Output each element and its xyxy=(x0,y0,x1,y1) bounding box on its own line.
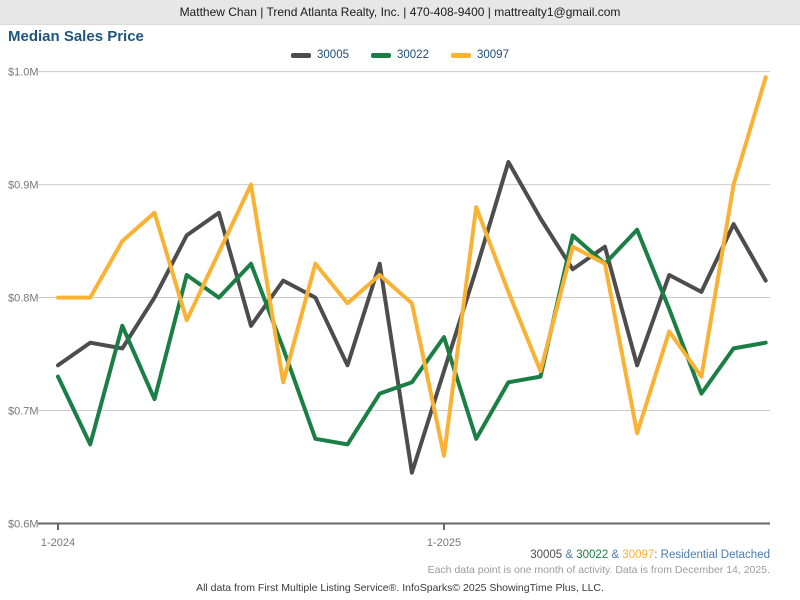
y-axis-tick-label: $0.6M xyxy=(8,519,39,531)
attribution-zip-30022: 30022 xyxy=(576,549,609,561)
copyright-note: All data from First Multiple Listing Ser… xyxy=(196,582,604,594)
attribution-zip-30005: 30005 xyxy=(530,549,563,561)
legend-swatch-30022 xyxy=(371,52,391,58)
attribution-zip-30097: 30097 xyxy=(622,549,655,561)
legend-item-30005[interactable]: 30005 xyxy=(291,49,349,61)
y-axis-tick-label: $0.7M xyxy=(8,406,39,418)
attribution-property-type: : Residential Detached xyxy=(654,549,770,561)
agent-contact-header: Matthew Chan | Trend Atlanta Realty, Inc… xyxy=(0,0,800,25)
legend-item-30097[interactable]: 30097 xyxy=(450,49,509,61)
legend-label-30097: 30097 xyxy=(476,49,509,61)
page-title: Median Sales Price xyxy=(8,28,144,45)
series-line-30005 xyxy=(56,160,768,475)
y-axis-tick-label: $0.8M xyxy=(8,293,39,305)
chart-attribution: 30005 & 30022 & 30097: Residential Detac… xyxy=(530,549,770,561)
legend-swatch-30005 xyxy=(291,52,312,58)
chart-legend: 30005 30022 30097 xyxy=(0,49,800,61)
data-note: Each data point is one month of activity… xyxy=(427,564,770,576)
legend-label-30005: 30005 xyxy=(317,49,349,61)
series-line-30022 xyxy=(56,227,768,447)
attribution-separator: & xyxy=(562,549,577,561)
agent-contact-text: Matthew Chan | Trend Atlanta Realty, Inc… xyxy=(179,5,621,19)
legend-label-30022: 30022 xyxy=(397,49,429,61)
attribution-separator: & xyxy=(608,549,623,561)
x-axis-tick-label: 1-2024 xyxy=(41,537,75,549)
x-axis-tick-label: 1-2025 xyxy=(427,537,461,549)
legend-swatch-30097 xyxy=(450,52,471,58)
legend-item-30022[interactable]: 30022 xyxy=(371,49,429,61)
series-line-30097 xyxy=(56,75,768,458)
y-axis-tick-label: $1.0M xyxy=(8,67,39,79)
y-axis-tick-label: $0.9M xyxy=(8,180,39,192)
